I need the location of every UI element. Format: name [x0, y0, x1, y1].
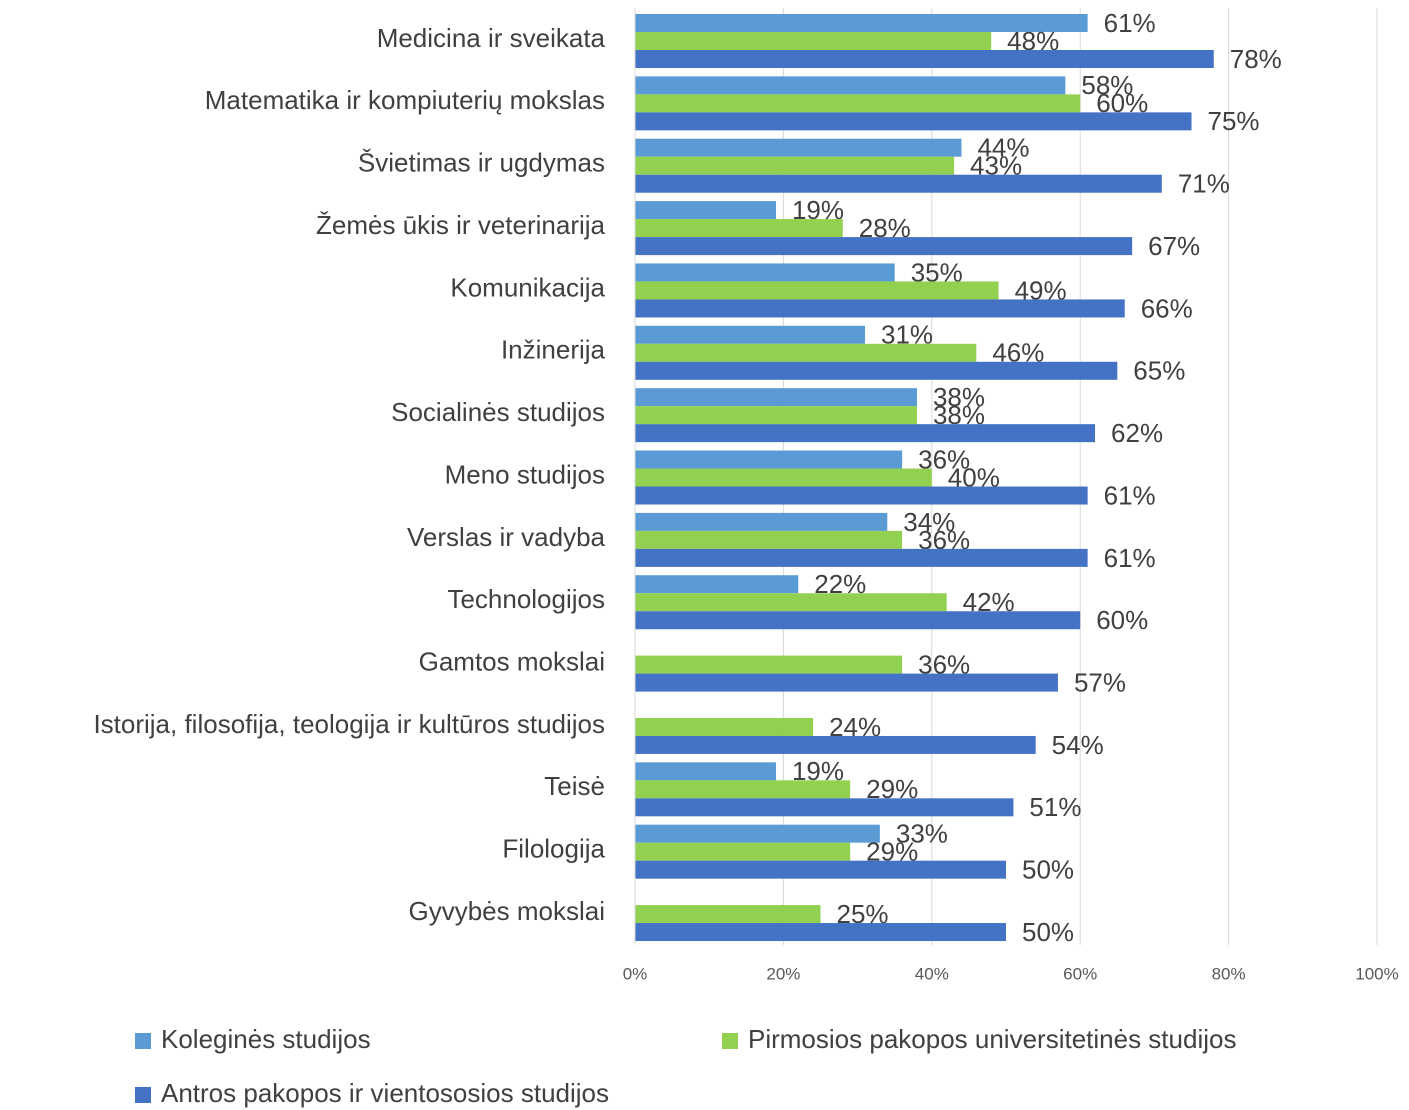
category-label: Žemės ūkis ir veterinarija	[316, 210, 606, 240]
data-label: 58%	[1081, 70, 1133, 100]
legend-label: Pirmosios pakopos universitetinės studij…	[748, 1024, 1236, 1054]
category-label: Meno studijos	[445, 459, 605, 489]
data-label: 75%	[1208, 106, 1260, 136]
bar	[635, 860, 1006, 879]
category-label: Gyvybės mokslai	[409, 896, 606, 926]
data-label: 78%	[1230, 44, 1282, 74]
bar	[635, 575, 799, 594]
bar	[635, 923, 1006, 942]
bar	[635, 361, 1118, 380]
data-label: 51%	[1029, 792, 1081, 822]
category-label: Istorija, filosofija, teologija ir kultū…	[93, 709, 605, 739]
x-tick-label: 60%	[1063, 964, 1097, 983]
data-label: 50%	[1022, 917, 1074, 947]
legend-label: Koleginės studijos	[161, 1024, 371, 1054]
bar	[635, 50, 1214, 68]
legend-swatch	[135, 1033, 151, 1049]
bar	[635, 486, 1088, 505]
bar	[635, 76, 1066, 95]
data-label: 34%	[903, 507, 955, 537]
data-label: 67%	[1148, 231, 1200, 261]
bar	[635, 406, 917, 425]
bar	[635, 593, 947, 612]
bar	[635, 219, 843, 238]
bar	[635, 32, 992, 50]
bar	[635, 548, 1088, 567]
category-label: Komunikacija	[450, 272, 605, 302]
category-label: Medicina ir sveikata	[377, 23, 606, 53]
bar	[635, 673, 1058, 692]
category-label: Socialinės studijos	[391, 397, 605, 427]
category-label: Technologijos	[447, 584, 605, 614]
bar	[635, 138, 962, 157]
bar	[635, 174, 1162, 193]
bar	[635, 611, 1081, 630]
x-tick-label: 80%	[1212, 964, 1246, 983]
bar	[635, 201, 776, 220]
legend-label: Antros pakopos ir vientososios studijos	[161, 1078, 609, 1108]
category-label: Filologija	[502, 834, 605, 864]
bar	[635, 94, 1081, 113]
bar	[635, 325, 866, 344]
bar	[635, 824, 880, 843]
bar	[635, 530, 903, 549]
data-label: 33%	[896, 819, 948, 849]
bar	[635, 424, 1096, 443]
bar	[635, 735, 1036, 754]
data-label: 61%	[1104, 480, 1156, 510]
bar	[635, 512, 888, 531]
data-label: 62%	[1111, 418, 1163, 448]
x-tick-label: 0%	[623, 964, 648, 983]
category-label: Matematika ir kompiuterių mokslas	[205, 85, 605, 115]
bar	[635, 905, 821, 924]
data-label: 57%	[1074, 667, 1126, 697]
x-tick-label: 20%	[766, 964, 800, 983]
bar	[635, 780, 851, 799]
bar	[635, 468, 932, 487]
bar	[635, 299, 1125, 318]
bar	[635, 798, 1014, 817]
bar	[635, 112, 1192, 131]
bar	[635, 762, 776, 781]
category-label: Verslas ir vadyba	[407, 522, 606, 552]
data-label: 38%	[933, 382, 985, 412]
category-label: Inžinerija	[501, 335, 606, 365]
bar	[635, 263, 895, 282]
bar	[635, 842, 851, 861]
data-label: 54%	[1052, 730, 1104, 760]
category-label: Švietimas ir ugdymas	[358, 148, 605, 178]
bar	[635, 655, 903, 674]
data-label: 60%	[1096, 605, 1148, 635]
bar	[635, 343, 977, 362]
legend-swatch	[722, 1033, 738, 1049]
category-label: Teisė	[544, 771, 605, 801]
data-label: 71%	[1178, 169, 1230, 199]
data-label: 44%	[977, 133, 1029, 163]
bar	[635, 237, 1133, 256]
bar	[635, 717, 814, 736]
data-label: 66%	[1141, 293, 1193, 323]
data-label: 65%	[1133, 356, 1185, 386]
data-label: 61%	[1104, 8, 1156, 38]
category-label: Gamtos mokslai	[419, 646, 605, 676]
x-tick-label: 100%	[1355, 964, 1398, 983]
bar	[635, 388, 917, 407]
bar	[635, 450, 903, 469]
bar	[635, 281, 999, 300]
legend-swatch	[135, 1087, 151, 1103]
data-label: 61%	[1104, 543, 1156, 573]
bar	[635, 156, 955, 175]
bar	[635, 14, 1088, 32]
x-tick-label: 40%	[915, 964, 949, 983]
data-label: 50%	[1022, 855, 1074, 885]
